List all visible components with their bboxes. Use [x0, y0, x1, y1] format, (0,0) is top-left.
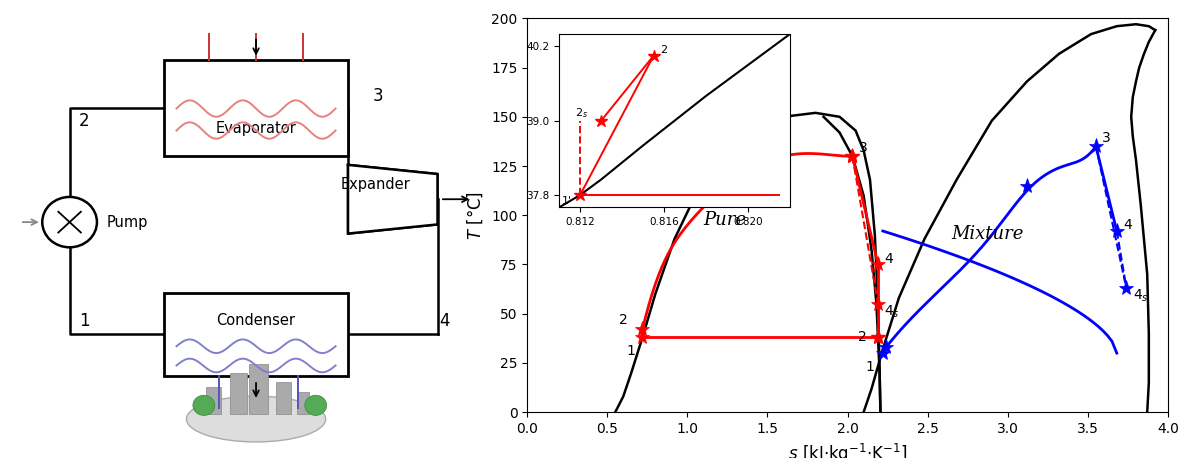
Text: Pure: Pure — [703, 211, 746, 229]
Text: Mixture: Mixture — [951, 225, 1024, 243]
Bar — [164, 293, 349, 376]
Bar — [164, 60, 349, 156]
Text: Pump: Pump — [107, 215, 149, 229]
Text: Condenser: Condenser — [217, 313, 296, 328]
Bar — [297, 392, 309, 414]
Text: 3: 3 — [1102, 131, 1111, 145]
Bar — [249, 364, 268, 414]
Text: 2: 2 — [619, 312, 628, 327]
Bar — [230, 373, 247, 414]
Y-axis label: $T\ [°\mathrm{C}]$: $T\ [°\mathrm{C}]$ — [466, 191, 485, 240]
Text: 4: 4 — [1124, 218, 1132, 232]
Circle shape — [304, 395, 327, 415]
Text: 4: 4 — [884, 251, 894, 266]
X-axis label: $s\ [\mathrm{kJ{\cdot}kg^{-1}{\cdot}K^{-1}}]$: $s\ [\mathrm{kJ{\cdot}kg^{-1}{\cdot}K^{-… — [788, 442, 907, 458]
Text: 1: 1 — [627, 344, 636, 358]
Text: $4_s$: $4_s$ — [884, 304, 900, 320]
Ellipse shape — [187, 396, 326, 442]
Circle shape — [193, 395, 214, 415]
Text: 1: 1 — [866, 360, 875, 374]
Text: Expander: Expander — [340, 177, 410, 192]
Text: $4_s$: $4_s$ — [1133, 288, 1149, 305]
Bar — [206, 387, 222, 414]
Text: 3: 3 — [373, 87, 383, 105]
Bar — [276, 382, 291, 414]
Text: 4: 4 — [440, 311, 450, 330]
Text: 3: 3 — [859, 141, 867, 155]
Polygon shape — [349, 165, 437, 234]
Text: 2: 2 — [858, 330, 866, 344]
Text: 2: 2 — [79, 112, 90, 131]
Text: 1: 1 — [79, 311, 90, 330]
Text: Evaporator: Evaporator — [216, 121, 296, 136]
Circle shape — [42, 197, 97, 247]
